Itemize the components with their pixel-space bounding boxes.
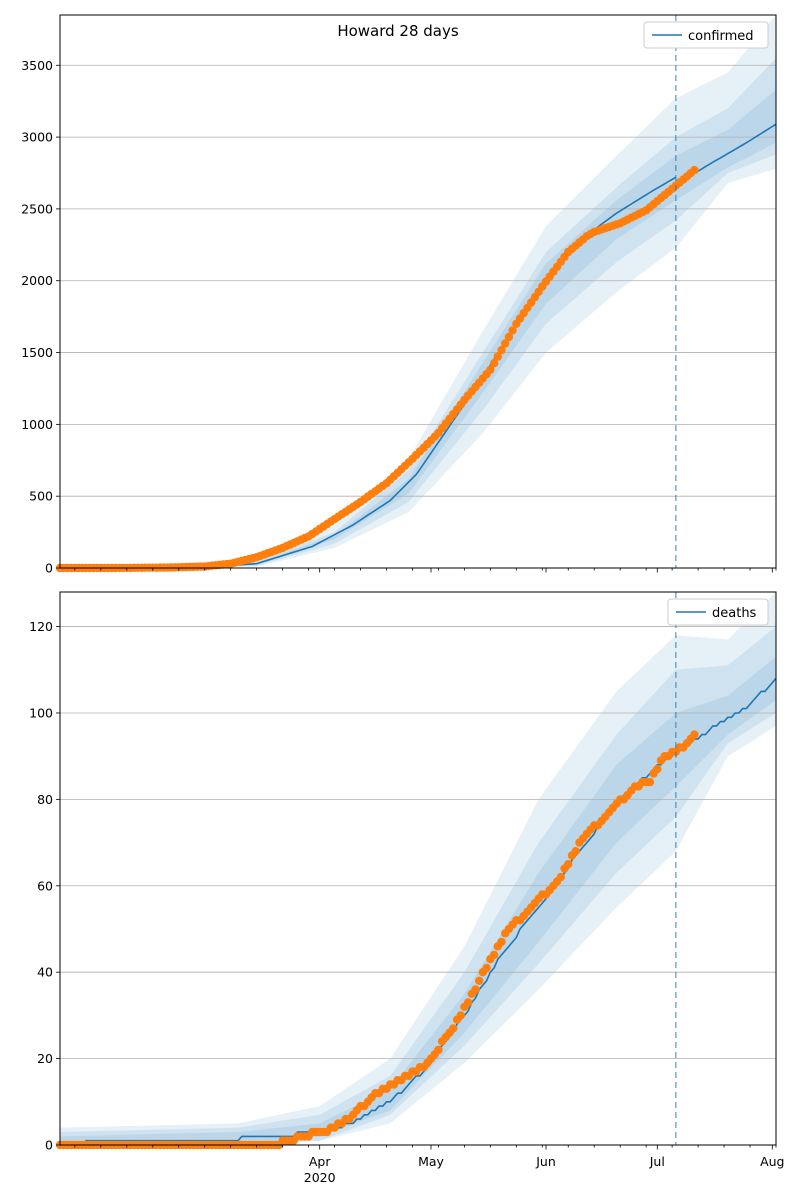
data-point — [690, 165, 699, 175]
y-tick-label: 0 — [45, 1138, 53, 1153]
x-tick-label: May — [418, 1154, 444, 1169]
data-point — [504, 332, 514, 342]
y-tick-label: 2500 — [21, 201, 53, 216]
x-tick-label: Aug — [760, 1154, 784, 1169]
data-point — [456, 1011, 465, 1020]
data-point — [489, 950, 499, 960]
y-tick-label: 500 — [29, 489, 53, 504]
data-point — [497, 937, 506, 947]
y-tick-label: 3000 — [21, 130, 53, 145]
y-tick-label: 100 — [29, 705, 53, 720]
data-point — [571, 847, 580, 856]
y-tick-label: 1500 — [21, 345, 53, 360]
data-point — [463, 998, 473, 1007]
data-point — [556, 872, 565, 882]
uncertainty-band-0 — [60, 592, 776, 1145]
legend-label: confirmed — [688, 29, 754, 44]
legend: deaths — [667, 598, 769, 626]
axes-frame — [59, 591, 777, 1146]
x-tick-sublabel: 2020 — [304, 1170, 336, 1185]
y-tick-label: 40 — [37, 965, 53, 980]
axes-frame — [59, 14, 777, 569]
y-tick-label: 120 — [29, 619, 53, 634]
uncertainty-band-1 — [60, 58, 776, 568]
legend-box — [643, 21, 769, 49]
uncertainty-band-2 — [60, 656, 776, 1145]
y-tick-label: 80 — [37, 792, 53, 807]
legend: confirmed — [643, 21, 769, 49]
data-point — [471, 985, 480, 994]
uncertainty-bands — [60, 592, 776, 1145]
data-point — [482, 963, 491, 973]
data-point — [497, 345, 506, 355]
data-point — [564, 860, 573, 869]
data-point — [486, 365, 495, 374]
uncertainty-band-1 — [60, 626, 776, 1145]
data-point — [434, 1045, 443, 1055]
y-tick-label: 0 — [45, 561, 53, 576]
x-tick-label: Apr — [309, 1154, 331, 1169]
y-tick-label: 60 — [37, 878, 53, 893]
observed-points — [55, 730, 699, 1150]
x-tick-label: Jul — [649, 1154, 665, 1169]
y-tick-label: 2000 — [21, 273, 53, 288]
y-tick-label: 20 — [37, 1051, 53, 1066]
data-point — [449, 1024, 458, 1033]
figure-title: Howard 28 days — [337, 22, 459, 40]
data-point — [475, 976, 484, 985]
data-point — [501, 339, 510, 348]
x-tick-label: Jun — [535, 1154, 556, 1169]
data-point — [645, 777, 655, 787]
confirmed-panel: 0 500 1000 1500 2000 2500 3000 3500 confirmed — [21, 14, 777, 576]
y-tick-label: 1000 — [21, 417, 53, 432]
data-point — [508, 326, 517, 335]
data-point — [493, 352, 502, 361]
legend-label: deaths — [712, 606, 757, 621]
legend-box — [667, 598, 769, 626]
data-point — [690, 730, 699, 739]
data-point — [653, 764, 662, 774]
data-point — [489, 359, 499, 368]
uncertainty-bands — [60, 15, 776, 568]
y-tick-label: 3500 — [21, 58, 53, 73]
